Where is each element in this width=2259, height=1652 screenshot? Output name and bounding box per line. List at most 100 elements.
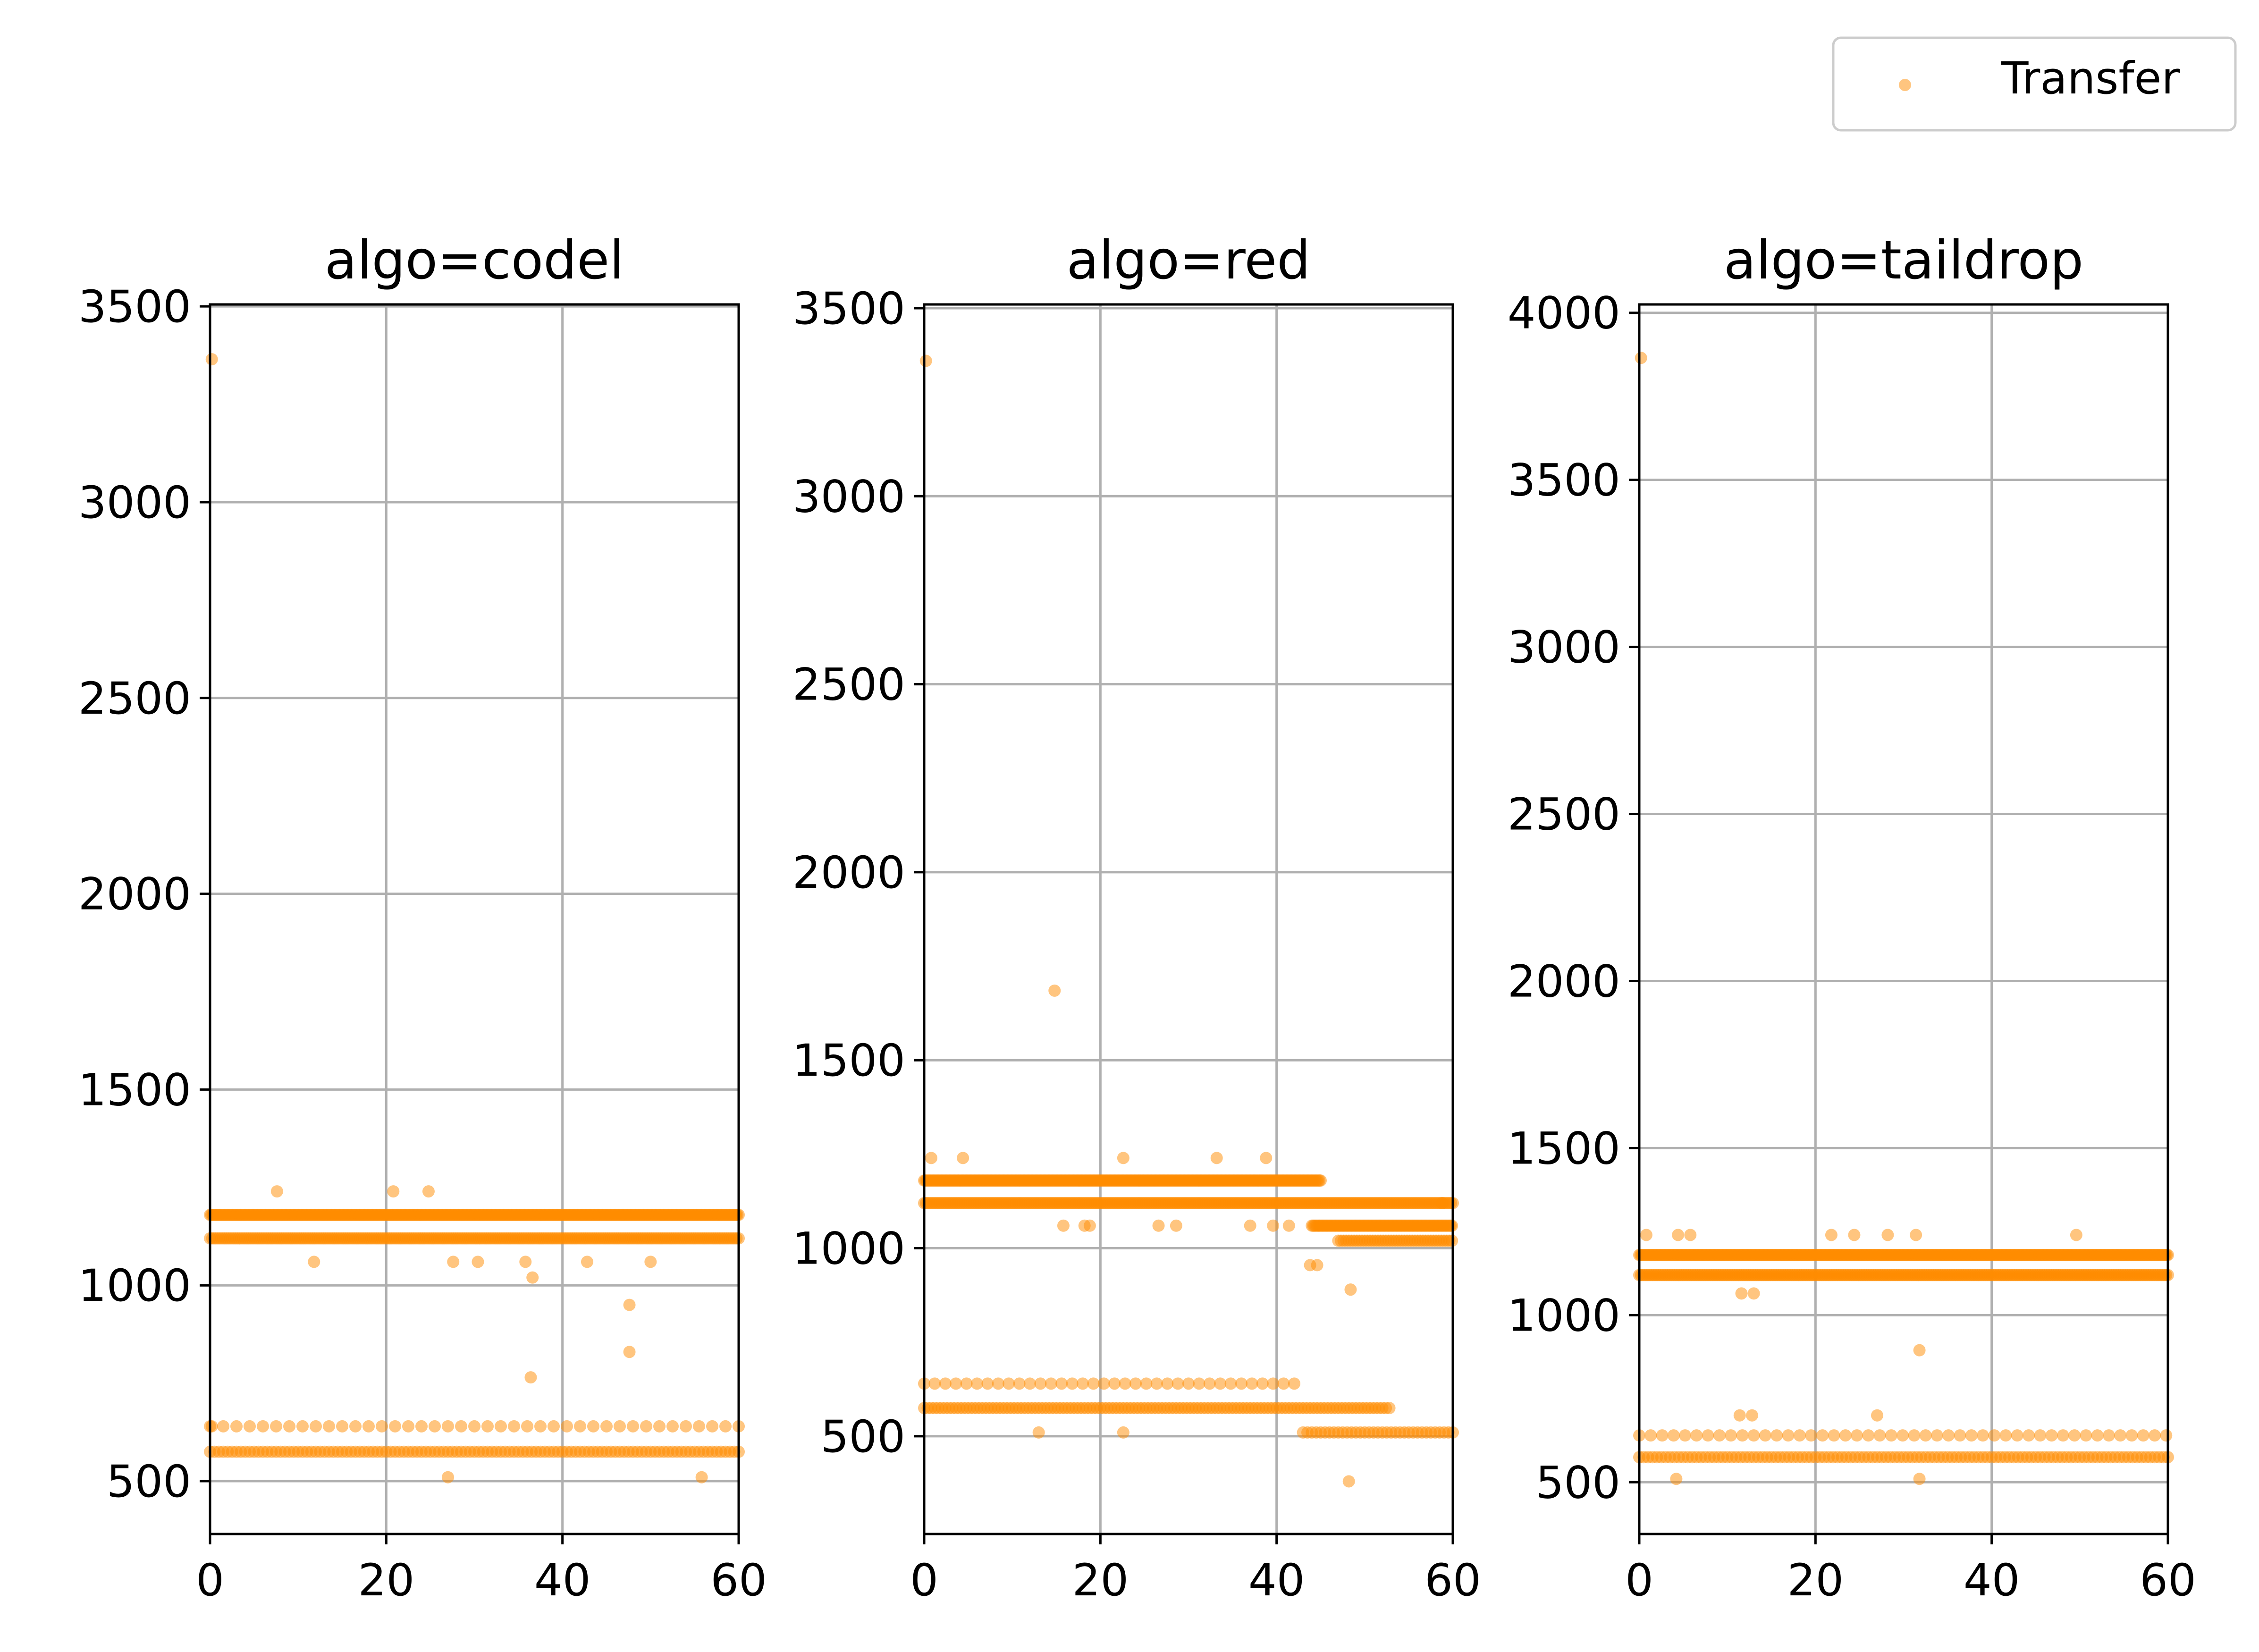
- legend: Transfer: [1832, 36, 2237, 132]
- legend-frame: [1832, 36, 2237, 132]
- data-point: [283, 1420, 295, 1433]
- data-point: [323, 1420, 335, 1433]
- data-point: [205, 353, 218, 366]
- data-point: [706, 1420, 718, 1433]
- data-point: [1055, 1377, 1068, 1390]
- subplot-title: algo=codel: [325, 230, 624, 291]
- data-point: [1759, 1429, 1771, 1442]
- data-point: [519, 1256, 532, 1268]
- data-point: [1150, 1377, 1163, 1390]
- data-point: [205, 1420, 218, 1433]
- data-point: [1311, 1259, 1323, 1272]
- data-point: [1032, 1426, 1045, 1439]
- data-point: [1733, 1409, 1746, 1422]
- data-point: [957, 1152, 969, 1164]
- data-point: [1644, 1429, 1657, 1442]
- data-point: [2045, 1429, 2058, 1442]
- data-point: [614, 1420, 626, 1433]
- data-point: [1383, 1402, 1396, 1415]
- y-tick-label: 500: [1536, 1457, 1620, 1509]
- data-point: [2080, 1429, 2092, 1442]
- data-point: [257, 1420, 269, 1433]
- data-point: [1170, 1219, 1182, 1232]
- y-tick-label: 1000: [1508, 1290, 1620, 1341]
- data-point: [1182, 1377, 1195, 1390]
- data-point: [1267, 1219, 1280, 1232]
- data-point: [1954, 1429, 1966, 1442]
- data-point: [1679, 1429, 1692, 1442]
- data-point: [308, 1256, 320, 1268]
- data-point: [1282, 1219, 1295, 1232]
- data-point: [644, 1256, 657, 1268]
- x-tick-label: 40: [1248, 1555, 1305, 1606]
- data-point: [1871, 1409, 1883, 1422]
- y-tick-label: 2000: [78, 869, 191, 920]
- y-tick-label: 2000: [1508, 956, 1620, 1007]
- data-point: [415, 1420, 428, 1433]
- data-point: [548, 1420, 560, 1433]
- data-point: [960, 1377, 973, 1390]
- data-point: [1839, 1429, 1852, 1442]
- data-point: [1066, 1377, 1079, 1390]
- y-tick-label: 3000: [792, 471, 905, 523]
- data-point: [719, 1420, 732, 1433]
- data-point: [981, 1377, 994, 1390]
- data-point: [1260, 1152, 1273, 1164]
- data-point: [1919, 1429, 1932, 1442]
- data-point: [1851, 1429, 1863, 1442]
- data-point: [1140, 1377, 1153, 1390]
- axes-frame: [923, 303, 1454, 1535]
- data-point: [1684, 1229, 1697, 1241]
- data-point: [1942, 1429, 1955, 1442]
- data-point: [1828, 1429, 1840, 1442]
- data-point: [1908, 1429, 1921, 1442]
- data-point: [1825, 1229, 1838, 1241]
- data-point: [1077, 1377, 1089, 1390]
- data-point: [1034, 1377, 1047, 1390]
- subplot-title: algo=red: [1067, 230, 1311, 291]
- data-point: [1210, 1152, 1223, 1164]
- data-point: [1747, 1429, 1760, 1442]
- data-point: [1057, 1219, 1070, 1232]
- data-point: [270, 1420, 282, 1433]
- data-point: [587, 1420, 599, 1433]
- data-point: [402, 1420, 414, 1433]
- data-point: [442, 1471, 454, 1483]
- x-tick-label: 20: [1787, 1555, 1844, 1606]
- data-point: [1235, 1377, 1248, 1390]
- data-point: [971, 1377, 983, 1390]
- data-point: [2114, 1429, 2127, 1442]
- series-transfer: [918, 354, 1459, 1488]
- data-point: [1930, 1429, 1943, 1442]
- data-point: [349, 1420, 362, 1433]
- data-point: [561, 1420, 573, 1433]
- data-point: [1667, 1429, 1680, 1442]
- data-point: [1656, 1429, 1669, 1442]
- data-point: [1913, 1344, 1926, 1357]
- data-point: [1244, 1219, 1256, 1232]
- data-point: [2137, 1429, 2149, 1442]
- data-point: [1736, 1429, 1749, 1442]
- data-point: [1024, 1377, 1036, 1390]
- data-point: [2011, 1429, 2023, 1442]
- data-point: [429, 1420, 441, 1433]
- subplot-codel: 0 20 40 60 500 1000 1500 2000 2500 3000 3500 algo=c…: [78, 230, 767, 1606]
- x-tick-label: 40: [1964, 1555, 2020, 1606]
- data-point: [422, 1185, 435, 1198]
- data-point: [336, 1420, 348, 1433]
- y-tick-label: 2000: [792, 847, 905, 899]
- data-point: [1640, 1229, 1652, 1241]
- data-point: [1848, 1229, 1861, 1241]
- x-tick-label: 0: [1625, 1555, 1653, 1606]
- series-transfer: [204, 353, 745, 1483]
- data-point: [1344, 1283, 1357, 1296]
- y-tick-label: 3500: [1508, 455, 1620, 506]
- data-point: [1897, 1429, 1909, 1442]
- data-point: [1977, 1429, 1989, 1442]
- data-point: [1747, 1287, 1760, 1300]
- data-point: [1315, 1174, 1327, 1187]
- data-point: [581, 1256, 593, 1268]
- data-point: [1342, 1475, 1355, 1488]
- data-point: [472, 1256, 484, 1268]
